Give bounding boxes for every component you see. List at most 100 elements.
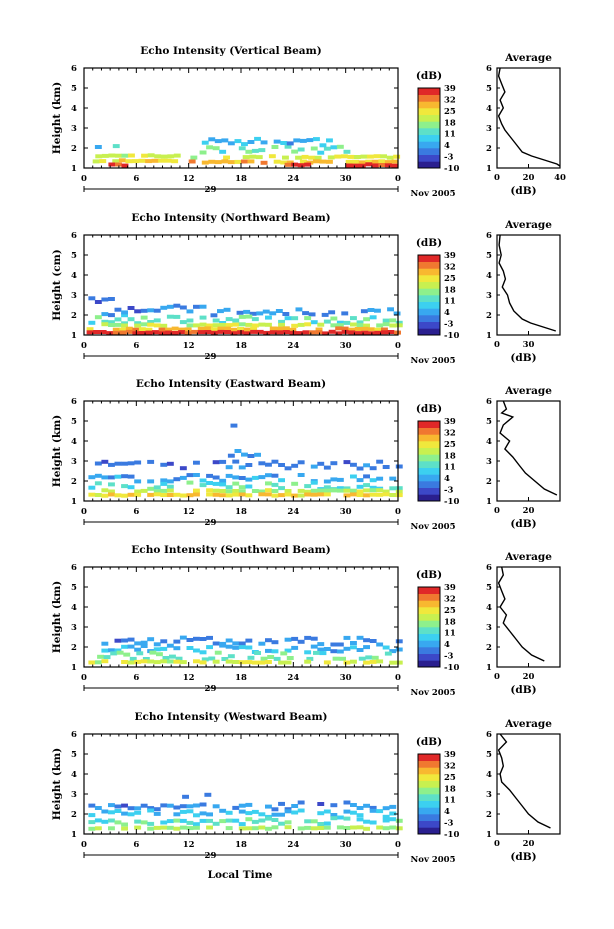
heat-cell [323,825,331,830]
colorbar-swatch [418,321,440,329]
heat-cell [242,155,250,160]
heat-cell [245,493,253,498]
heat-cell [341,329,349,334]
heat-cell [269,330,277,335]
heat-cell [241,142,248,147]
heat-cell [330,649,338,654]
average-x-label: (dB) [510,352,536,364]
heat-cell [280,160,288,165]
heat-cell [334,154,342,159]
heat-cell [112,144,120,149]
heat-cell [121,644,128,649]
colorbar-swatch [418,275,440,282]
heat-cell [330,316,338,321]
heat-cell [238,146,246,151]
heat-cell [297,460,305,465]
heat-cell [214,160,222,165]
heat-cell [271,145,279,149]
heat-cell [336,323,344,328]
colorbar-swatch [418,148,440,155]
heat-cell [249,311,257,316]
heat-cell [186,646,194,650]
heat-cell [340,154,348,159]
heat-cell [230,327,238,332]
heat-cell [304,316,312,321]
colorbar-tick-label: -3 [444,486,454,496]
heat-cell [386,155,394,160]
colorbar-swatch [418,600,440,608]
heat-cell [227,160,235,165]
chart-title: Echo Intensity (Westward Beam) [134,711,327,723]
heat-cell [323,821,331,826]
x-tick-label: 0 [395,341,401,351]
colorbar-swatch [418,121,440,129]
heat-cell [343,149,351,154]
heat-cell [179,660,187,665]
y-tick-label: 6 [71,730,77,740]
heat-cell [140,488,148,493]
y-tick-label: 1 [71,164,77,174]
average-y-tick-label: 2 [486,643,492,653]
heat-cell [147,486,155,491]
colorbar-tick-label: -10 [444,497,459,507]
heat-cell [206,488,213,493]
heat-cell [153,323,161,328]
heat-cell [108,323,115,327]
x-tick-label: 12 [183,174,195,184]
panel-4: Echo Intensity (Westward Beam) Height (km… [51,711,561,865]
heat-cell [323,660,331,665]
heat-cell [299,159,307,164]
y-tick-label: 1 [71,331,77,341]
heat-cell [219,478,227,483]
x-tick-label: 18 [235,840,247,850]
heat-cell [389,649,397,654]
y-tick-label: 4 [71,104,77,114]
x-tick-label: 30 [340,174,352,184]
heat-cell [356,478,364,483]
heat-cell [88,820,96,825]
heat-cell [127,492,135,497]
heat-cell [323,465,331,470]
heat-cell [206,492,213,497]
heat-cell [88,660,96,665]
colorbar-frame [417,87,441,169]
heat-cell [367,308,375,312]
x-tick-label: 18 [235,507,247,517]
heat-cell [186,809,194,814]
heat-cell [225,810,233,815]
heat-cell [374,327,382,332]
colorbar-unit: (dB) [416,237,442,249]
heat-cell [88,320,96,325]
colorbar-swatch [418,474,440,482]
heat-cell [121,461,128,466]
heat-cell [179,635,187,640]
heat-cell [88,813,96,818]
heat-cell [332,656,340,661]
heat-cell [225,473,233,478]
heat-cell [258,818,266,823]
heat-cell [142,657,150,661]
heat-cell [365,162,373,167]
heat-cell [284,807,292,812]
average-y-tick-label: 4 [486,770,492,780]
average-profile-line [497,67,561,167]
heat-cell [276,326,284,331]
heat-cell [230,331,238,336]
x-tick-label: 24 [287,673,299,683]
heat-cell [363,803,370,808]
heat-cell [369,485,377,490]
heat-cell [286,160,294,165]
heat-cell [156,652,163,657]
heat-cell [173,812,181,817]
average-x-tick-label: 0 [494,506,500,516]
heat-cell [348,330,356,335]
heat-cell [88,826,96,831]
heat-cell [204,330,212,334]
heat-cell [302,311,309,316]
heat-cell [199,818,207,823]
heat-cell [238,809,246,814]
heat-cell [191,329,199,334]
heat-cell [225,818,233,823]
heat-cell [291,162,299,167]
heat-cell [343,635,351,640]
